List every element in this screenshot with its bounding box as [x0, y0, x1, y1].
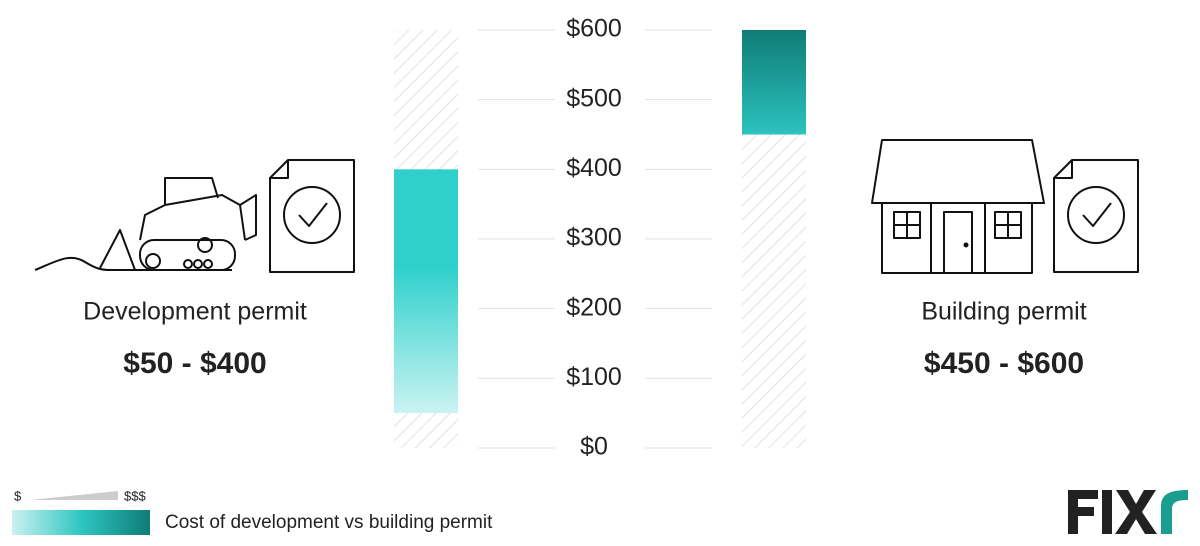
range-bar [394, 169, 458, 414]
legend-wedge [30, 491, 118, 500]
category-label: Building permit [921, 298, 1086, 326]
bulldozer-icon [34, 177, 257, 271]
legend-low-label: $ [14, 488, 22, 503]
legend-high-label: $$$ [124, 488, 146, 503]
y-tick-label: $600 [566, 15, 622, 43]
legend-gradient [12, 510, 150, 535]
y-tick-label: $300 [566, 224, 622, 252]
document-icon [1053, 159, 1139, 273]
y-tick-label: $500 [566, 84, 622, 112]
document-icon [269, 159, 355, 273]
value-label: $450 - $600 [924, 347, 1084, 380]
y-tick-label: $200 [566, 293, 622, 321]
y-tick-label: $400 [566, 154, 622, 182]
value-label: $50 - $400 [123, 347, 266, 380]
legend-text: Cost of development vs building permit [165, 512, 493, 533]
range-bar [742, 30, 806, 135]
y-tick-label: $0 [580, 433, 608, 461]
logo [1068, 490, 1188, 534]
house-icon [871, 139, 1045, 274]
category-label: Development permit [83, 298, 307, 326]
y-tick-label: $100 [566, 363, 622, 391]
